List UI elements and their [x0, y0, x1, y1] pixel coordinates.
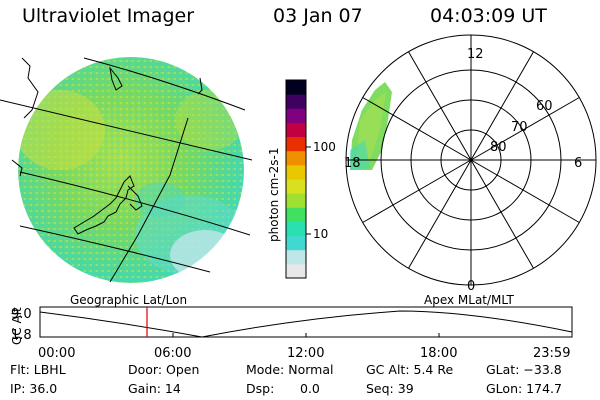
colorbar: 100 10 photon cm-2s-1 — [267, 79, 336, 279]
door-info: Door: Open — [128, 362, 200, 377]
colorbar-band — [286, 263, 306, 279]
polar-plot: 12 18 6 0 60 70 80 — [344, 34, 597, 294]
filter-info: Flt: LBHL — [10, 362, 66, 377]
lat-label-80: 80 — [490, 140, 507, 155]
colorbar-band — [286, 136, 306, 152]
colorbar-tick-10: 10 — [313, 227, 328, 241]
projection-label-apex: Apex MLat/MLT — [424, 293, 514, 307]
polar-spokes — [346, 35, 596, 285]
uv-image-panel — [0, 57, 253, 283]
ip-info: IP: 36.0 — [10, 381, 58, 396]
altitude-xtick-label: 12:00 — [287, 346, 324, 361]
colorbar-unit-label: photon cm-2s-1 — [267, 148, 281, 243]
dsp-info: Dsp: — [246, 381, 275, 396]
latlon-grid — [0, 57, 253, 283]
colorbar-band — [286, 235, 306, 251]
mlt-label-18: 18 — [344, 156, 361, 171]
colorbar-unit-text: photon cm-2s-1 — [267, 148, 281, 243]
colorbar-band — [286, 207, 306, 222]
colorbar-band — [286, 150, 306, 166]
altitude-ytick-high: 9.0 — [11, 307, 32, 322]
colorbar-band — [286, 80, 306, 95]
polar-spoke — [408, 51, 472, 161]
colorbar-band — [286, 179, 306, 194]
colorbar-band — [286, 221, 306, 237]
glon-info: GLon: 174.7 — [486, 381, 562, 396]
dsp-value: 0.0 — [300, 381, 320, 396]
mlt-label-6: 6 — [574, 156, 582, 171]
colorbar-tick-100: 100 — [313, 140, 336, 154]
polar-spoke — [362, 159, 472, 223]
polar-spoke — [408, 159, 472, 269]
time-label: 04:03:09 UT — [430, 5, 547, 27]
altitude-plot: GC Alt 9.0 1.8 00:00 06:00 12:00 18:00 23:59 — [10, 306, 573, 361]
coastline-overlay — [11, 57, 203, 235]
mlt-label-0: 0 — [467, 279, 475, 294]
altitude-xtick-label: 06:00 — [154, 346, 191, 361]
polar-spoke — [470, 159, 580, 223]
altitude-ytick-low: 1.8 — [11, 328, 32, 343]
altitude-ylabel: GC Alt — [10, 307, 24, 345]
mode-info: Mode: Normal — [246, 362, 334, 377]
colorbar-band — [286, 94, 306, 109]
colorbar-band — [286, 249, 306, 265]
colorbar-band — [286, 108, 306, 123]
gc-alt-info: GC Alt: 5.4 Re — [366, 362, 454, 377]
polar-spoke — [362, 97, 472, 161]
polar-spoke — [470, 51, 534, 161]
glat-info: GLat: −33.8 — [486, 362, 562, 377]
mlt-label-12: 12 — [467, 47, 484, 62]
altitude-xtick-label: 18:00 — [420, 346, 457, 361]
colorbar-band — [286, 164, 306, 180]
instrument-title: Ultraviolet Imager — [22, 5, 195, 27]
lat-label-70: 70 — [511, 120, 528, 135]
colorbar-band — [286, 122, 306, 138]
altitude-curve — [39, 310, 573, 338]
polar-spoke — [470, 97, 580, 161]
uv-image-disc — [18, 57, 244, 283]
lat-label-60: 60 — [536, 99, 553, 114]
date-label: 03 Jan 07 — [273, 5, 363, 27]
altitude-xticks: 00:00 06:00 12:00 18:00 23:59 — [38, 333, 573, 361]
altitude-xtick-label: 23:59 — [533, 346, 570, 361]
projection-label-geographic: Geographic Lat/Lon — [70, 293, 187, 307]
altitude-plot-frame — [39, 306, 573, 338]
colorbar-gradient — [286, 80, 306, 279]
polar-spoke — [470, 159, 534, 269]
sequence-info: Seq: 39 — [366, 381, 414, 396]
colorbar-band — [286, 193, 306, 208]
altitude-xtick-label: 00:00 — [38, 346, 75, 361]
gain-info: Gain: 14 — [128, 381, 181, 396]
